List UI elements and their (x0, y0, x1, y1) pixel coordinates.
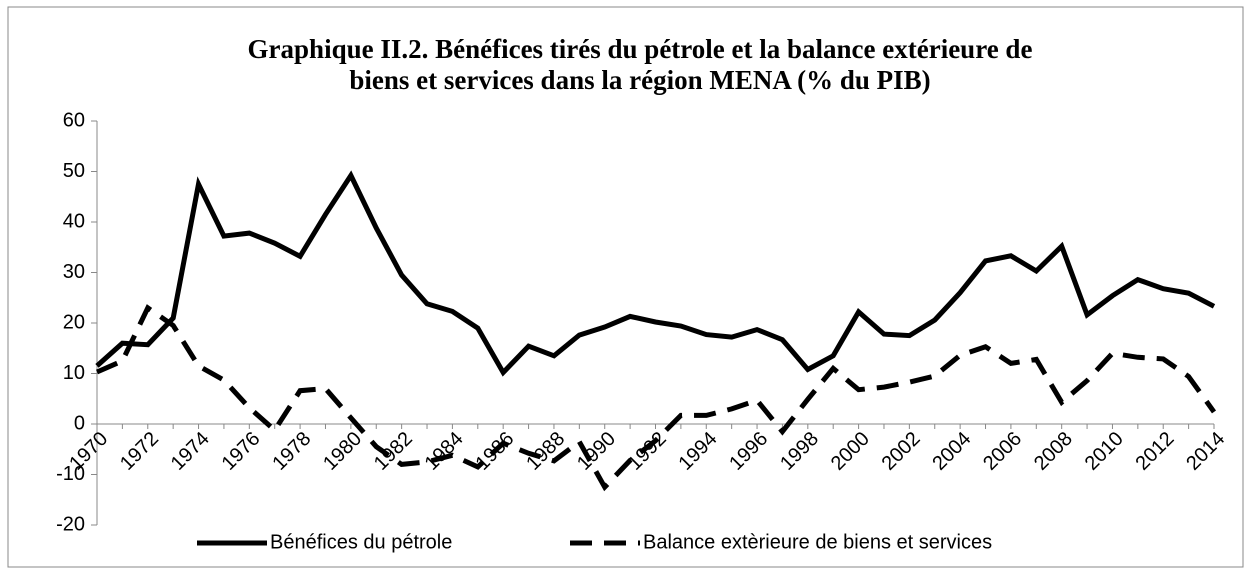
chart-border (7, 6, 1244, 568)
y-tick-label: 0 (74, 412, 85, 434)
legend-label: Balance extèrieure de biens et services (643, 531, 992, 553)
y-tick-label: -20 (56, 513, 85, 535)
y-tick-label: 40 (63, 210, 85, 232)
y-tick-label: 50 (63, 160, 85, 182)
legend-label: Bénéfices du pétrole (270, 531, 452, 553)
series-line (95, 170, 1216, 377)
y-tick-label: 60 (63, 109, 85, 131)
chart-title: biens et services dans la région MENA (%… (349, 65, 930, 95)
y-tick-label: 10 (63, 362, 85, 384)
chart-title: Graphique II.2. Bénéfices tirés du pétro… (248, 34, 1033, 64)
y-tick-label: -10 (56, 463, 85, 485)
y-tick-label: 20 (63, 311, 85, 333)
y-tick-label: 30 (63, 261, 85, 283)
series-line (95, 304, 1217, 492)
